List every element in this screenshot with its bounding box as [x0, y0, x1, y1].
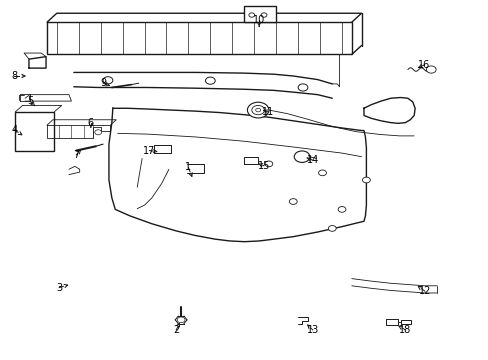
Circle shape [248, 13, 254, 17]
Text: 9: 9 [100, 78, 106, 88]
FancyBboxPatch shape [244, 6, 276, 22]
Text: 14: 14 [306, 155, 318, 165]
Text: 15: 15 [257, 161, 270, 171]
Circle shape [328, 226, 335, 231]
Circle shape [318, 170, 326, 176]
Circle shape [103, 77, 113, 84]
Text: 13: 13 [306, 325, 318, 335]
Text: 11: 11 [261, 107, 273, 117]
Circle shape [264, 161, 272, 167]
Text: 5: 5 [27, 96, 33, 106]
Text: 12: 12 [418, 286, 430, 296]
Circle shape [294, 151, 309, 162]
FancyBboxPatch shape [47, 22, 351, 54]
Text: 2: 2 [173, 325, 179, 335]
Circle shape [205, 77, 215, 84]
Text: 3: 3 [56, 283, 62, 293]
Circle shape [261, 13, 266, 17]
Circle shape [289, 199, 297, 204]
Polygon shape [363, 98, 414, 123]
Circle shape [362, 177, 369, 183]
Circle shape [337, 207, 345, 212]
Circle shape [298, 84, 307, 91]
Circle shape [251, 105, 264, 115]
Circle shape [247, 102, 268, 118]
FancyBboxPatch shape [15, 112, 54, 151]
Text: 16: 16 [417, 60, 429, 70]
Text: 7: 7 [73, 150, 79, 160]
Text: 6: 6 [88, 118, 94, 128]
Polygon shape [109, 108, 366, 242]
Text: 17: 17 [143, 145, 155, 156]
Circle shape [255, 108, 260, 112]
Text: 4: 4 [11, 125, 18, 135]
Circle shape [177, 317, 184, 323]
Text: 10: 10 [252, 15, 264, 26]
Text: 18: 18 [399, 325, 411, 335]
Circle shape [95, 130, 102, 135]
Circle shape [426, 66, 435, 73]
Text: 8: 8 [11, 71, 18, 81]
Text: 1: 1 [185, 162, 191, 172]
